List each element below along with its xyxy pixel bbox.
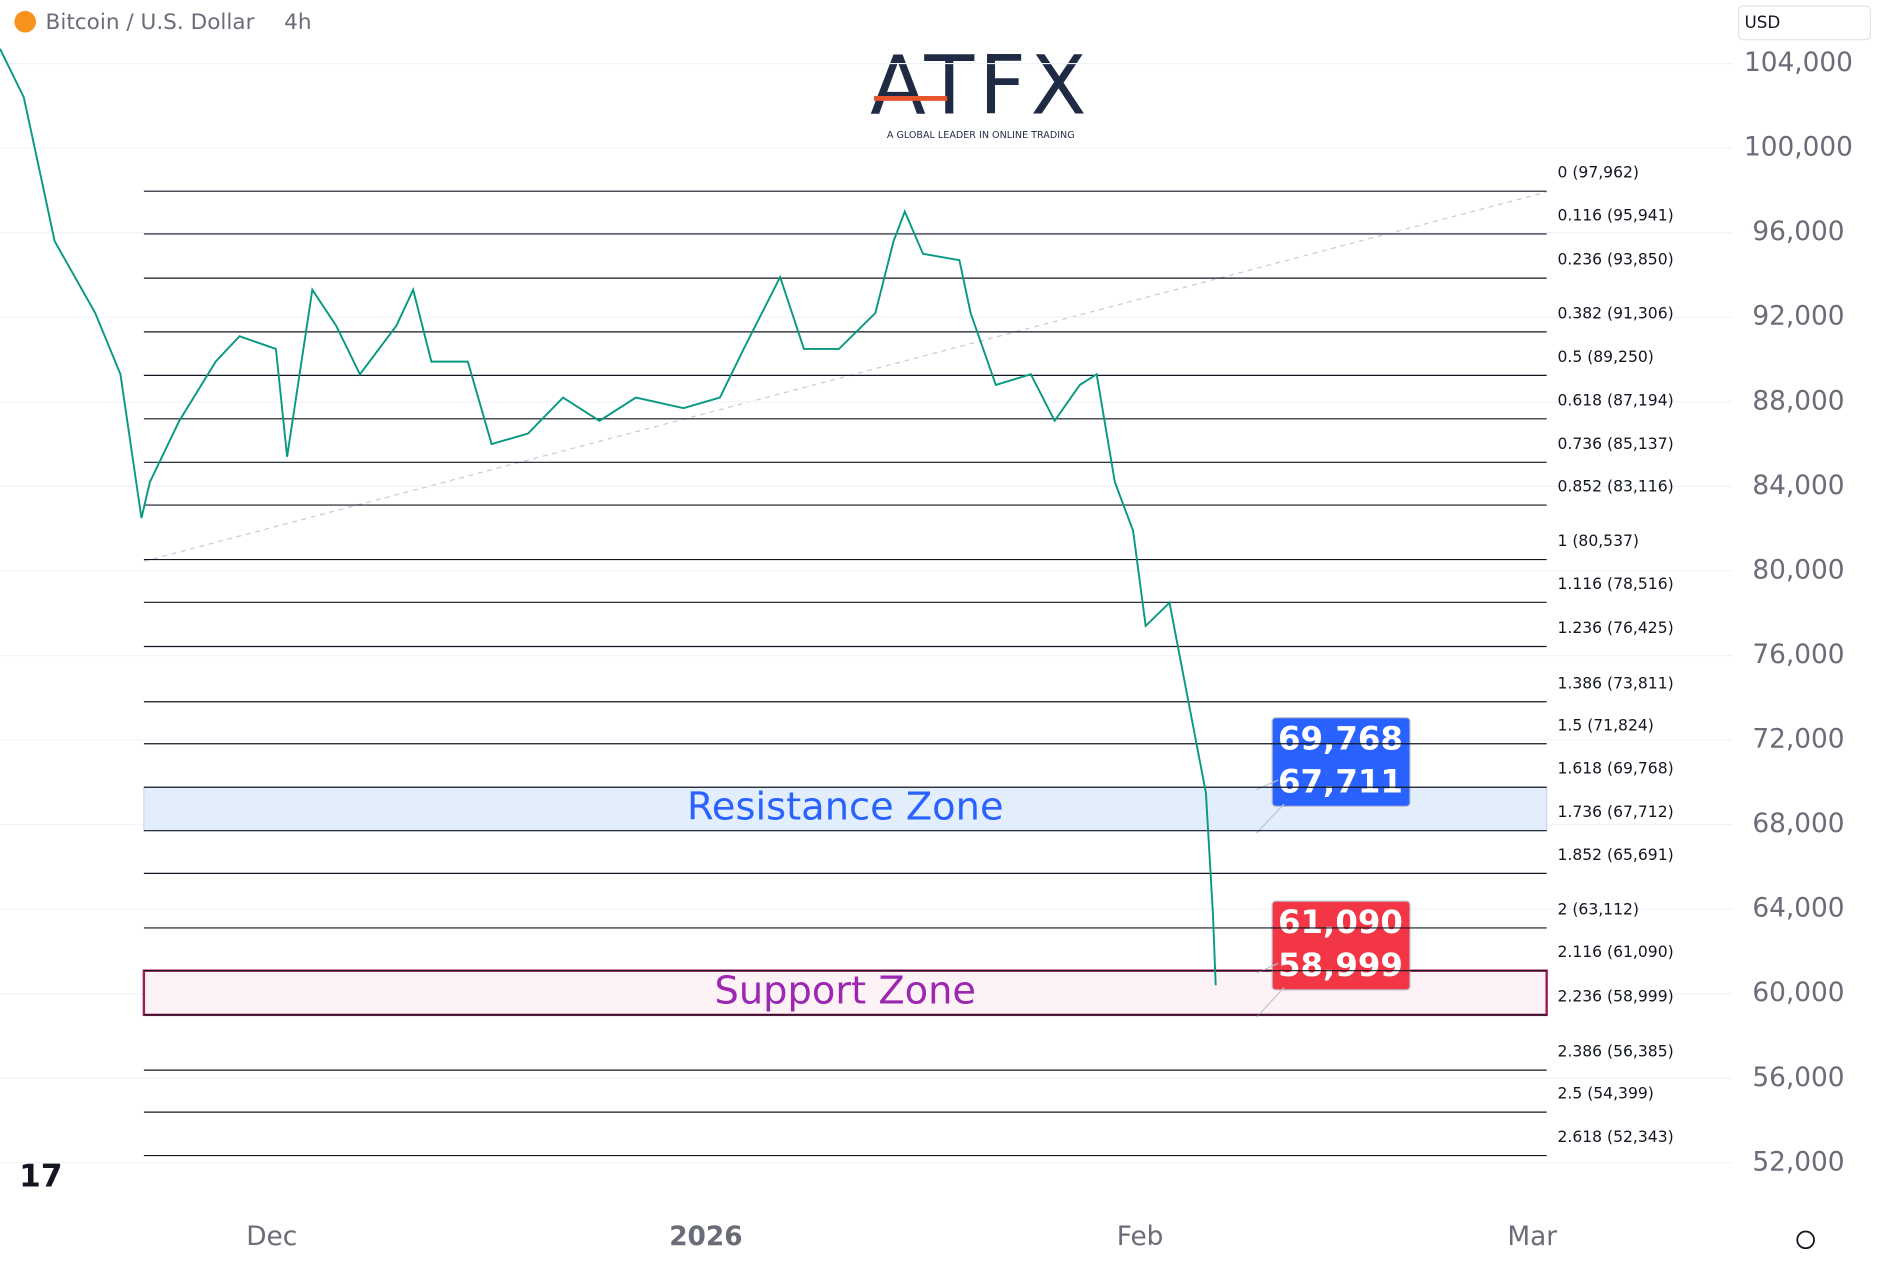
y-tick-label: 76,000	[1752, 640, 1844, 670]
fib-label: 1.5 (71,824)	[1557, 716, 1653, 734]
y-tick-label: 72,000	[1752, 725, 1844, 755]
x-tick-label: Feb	[1117, 1222, 1164, 1252]
fib-label: 2.236 (58,999)	[1557, 987, 1673, 1005]
y-tick-label: 96,000	[1752, 217, 1844, 247]
zone-label: Resistance Zone	[687, 784, 1004, 829]
price-label: 58,999	[1278, 946, 1403, 984]
tv-logo: 17	[19, 1159, 62, 1195]
fib-label: 2.618 (52,343)	[1557, 1128, 1673, 1146]
price-label: 69,768	[1278, 719, 1403, 757]
y-tick-label: 60,000	[1752, 978, 1844, 1008]
y-tick-label: 104,000	[1744, 48, 1853, 78]
y-tick-label: 100,000	[1744, 133, 1853, 163]
y-tick-label: 88,000	[1752, 386, 1844, 416]
y-tick-label: 92,000	[1752, 302, 1844, 332]
price-label-pointer	[1256, 962, 1279, 974]
fib-label: 1.236 (76,425)	[1557, 619, 1673, 637]
x-tick-label: Mar	[1507, 1222, 1557, 1252]
fib-label: 2.5 (54,399)	[1557, 1085, 1653, 1103]
fib-label: 0.382 (91,306)	[1557, 304, 1673, 322]
interval: 4h	[284, 10, 311, 35]
fib-label: 2 (63,112)	[1557, 900, 1639, 918]
fib-label: 0 (97,962)	[1557, 164, 1639, 182]
logo: ATFX	[870, 39, 1091, 134]
price-label-pointer	[1256, 803, 1285, 834]
fib-label: 0.116 (95,941)	[1557, 206, 1673, 224]
fib-label: 2.116 (61,090)	[1557, 943, 1673, 961]
fib-label: 0.5 (89,250)	[1557, 348, 1653, 366]
fib-label: 1 (80,537)	[1557, 532, 1639, 550]
fib-label: 1.386 (73,811)	[1557, 674, 1673, 692]
y-tick-label: 64,000	[1752, 894, 1844, 924]
price-label: 61,090	[1278, 903, 1403, 941]
fib-label: 1.116 (78,516)	[1557, 575, 1673, 593]
fib-trend-line	[143, 191, 1547, 562]
symbol-title: Bitcoin / U.S. Dollar	[46, 10, 255, 35]
price-label-box	[1271, 717, 1411, 808]
x-tick-label: 2026	[669, 1222, 742, 1252]
currency-dropdown[interactable]	[1737, 5, 1872, 41]
y-tick-label: 68,000	[1752, 809, 1844, 839]
price-label-pointer	[1256, 987, 1285, 1018]
logo-tagline: A GLOBAL LEADER IN ONLINE TRADING	[887, 130, 1075, 141]
settings-icon[interactable]	[1796, 1230, 1815, 1250]
fib-label: 1.736 (67,712)	[1557, 803, 1673, 821]
fib-label: 0.618 (87,194)	[1557, 391, 1673, 409]
y-tick-label: 84,000	[1752, 471, 1844, 501]
coin-icon	[14, 10, 36, 33]
y-tick-label: 56,000	[1752, 1063, 1844, 1093]
x-tick-label: Dec	[246, 1222, 297, 1252]
y-tick-label: 80,000	[1752, 555, 1844, 585]
fib-label: 0.736 (85,137)	[1557, 435, 1673, 453]
zone-label: Support Zone	[715, 968, 977, 1013]
fib-label: 0.236 (93,850)	[1557, 251, 1673, 269]
fib-label: 1.852 (65,691)	[1557, 846, 1673, 864]
price-label-pointer	[1256, 779, 1279, 791]
price-label: 67,711	[1278, 763, 1403, 801]
fib-label: 1.618 (69,768)	[1557, 760, 1673, 778]
price-line	[0, 48, 1217, 986]
currency: USD	[1745, 12, 1781, 32]
fib-label: 0.852 (83,116)	[1557, 478, 1673, 496]
y-tick-label: 52,000	[1752, 1147, 1844, 1177]
fib-label: 2.386 (56,385)	[1557, 1043, 1673, 1061]
price-label-box	[1271, 900, 1411, 991]
